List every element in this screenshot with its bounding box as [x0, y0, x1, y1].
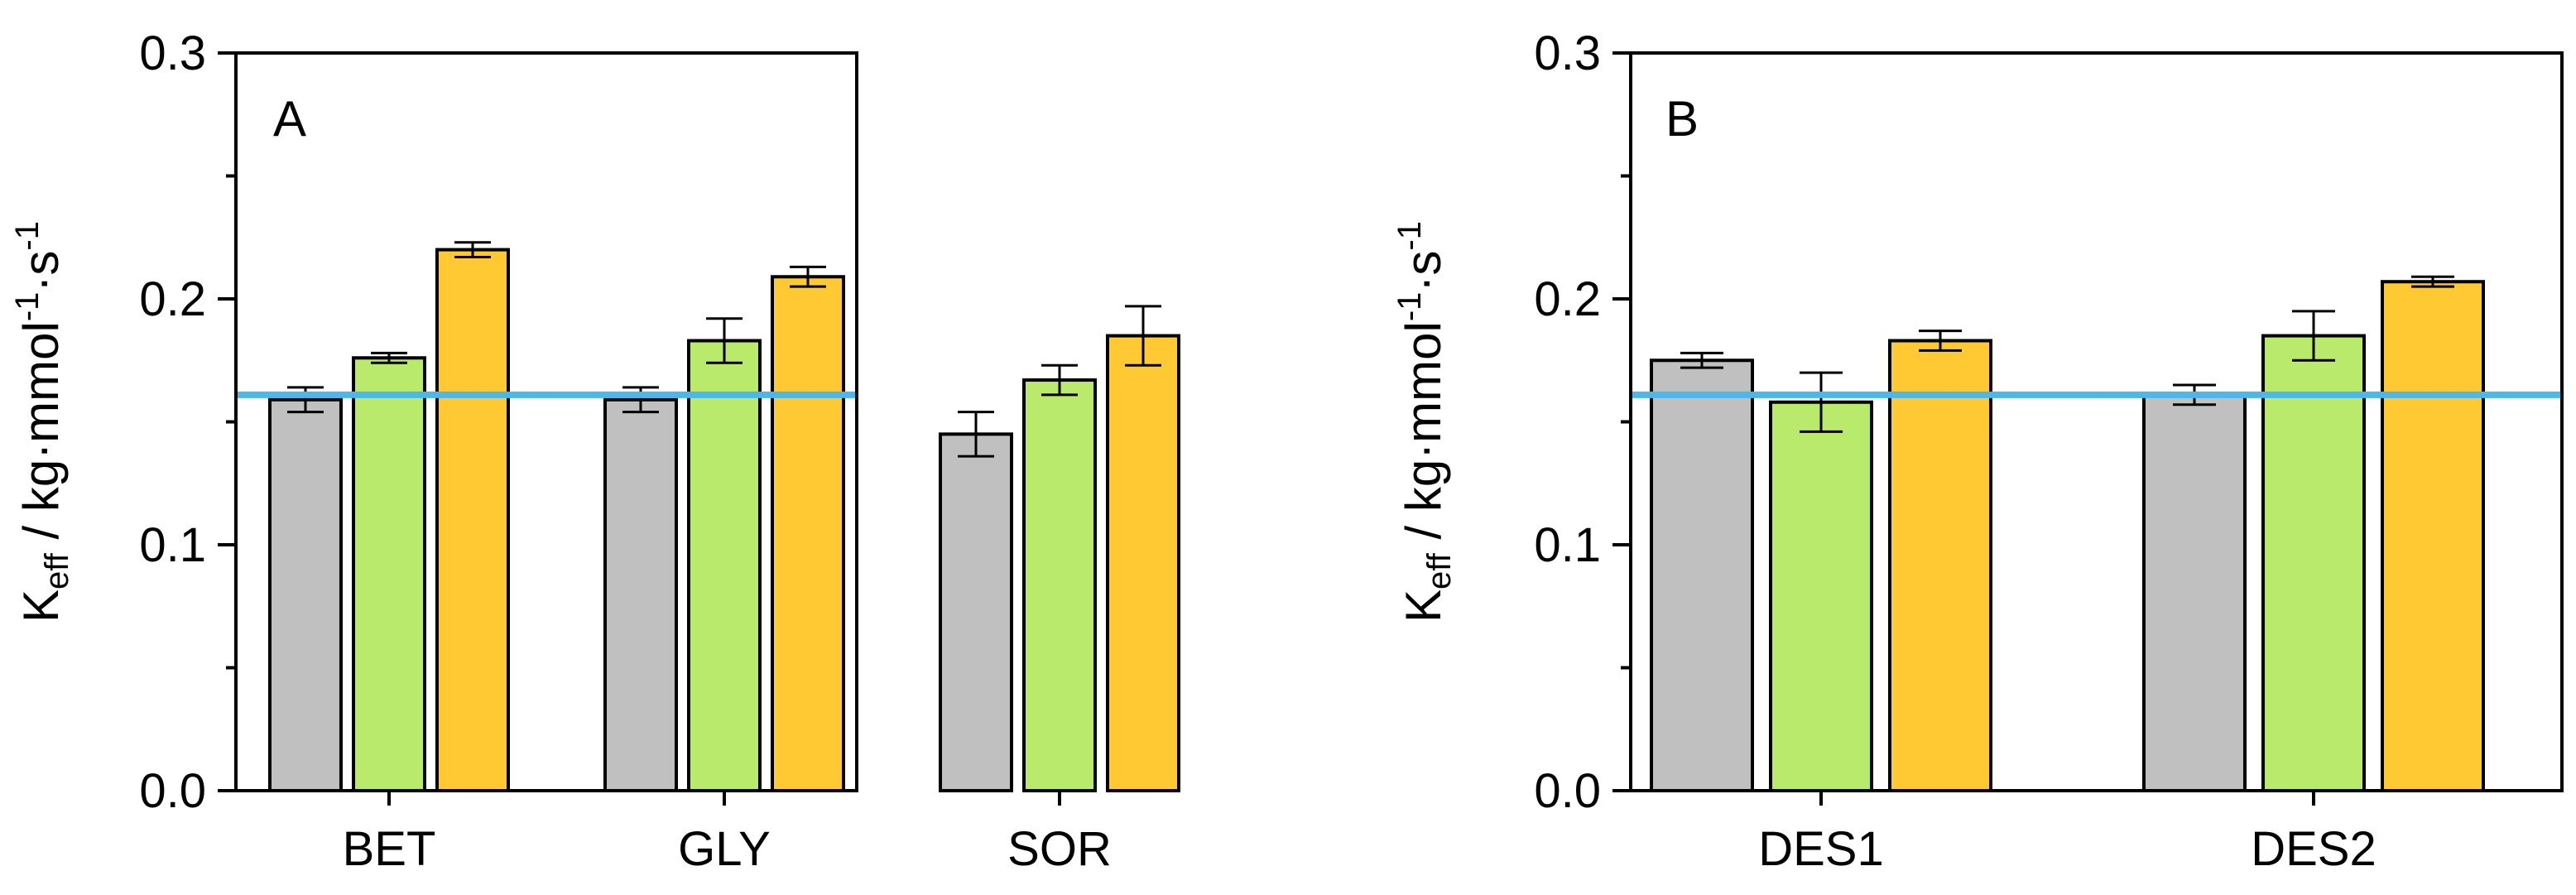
y-tick-label: 0.2: [139, 272, 206, 326]
bar-des2-green: [2261, 334, 2366, 792]
y-axis-label: Keff / kg·mmol-1·s-1: [1391, 221, 1458, 623]
y-tick-label: 0.2: [1534, 272, 1601, 326]
ylabel-main: K: [13, 589, 69, 623]
ylabel-unit-mid: ·s: [1396, 251, 1451, 292]
ylabel-superscript-1: -1: [1391, 292, 1428, 322]
bar-bet-gray: [268, 397, 343, 792]
bar-des1-green: [1769, 400, 1873, 792]
x-category-label: GLY: [678, 822, 771, 876]
y-tick-label: 0.3: [139, 26, 206, 80]
y-tick-label: 0.1: [1534, 518, 1601, 572]
bar-sor-orange: [1106, 334, 1180, 792]
ylabel-subscript: eff: [39, 552, 75, 589]
x-category-label: SOR: [1007, 822, 1112, 876]
bar-bet-green: [352, 356, 426, 792]
ylabel-unit-pre: / kg·mmol: [1396, 321, 1451, 553]
y-axis-label: Keff / kg·mmol-1·s-1: [9, 221, 75, 623]
x-category-label: DES1: [1758, 822, 1884, 876]
bar-bet-orange: [435, 248, 510, 793]
x-category-label: DES2: [2251, 822, 2377, 876]
panel-label: B: [1665, 91, 1699, 147]
ylabel-superscript-1: -1: [9, 292, 46, 322]
bar-des1-orange: [1888, 339, 1992, 792]
bar-des1-gray: [1650, 358, 1754, 792]
y-tick-label: 0.0: [139, 764, 206, 818]
y-tick-label: 0.3: [1534, 26, 1601, 80]
bar-sor-green: [1022, 378, 1097, 792]
ylabel-unit-mid: ·s: [13, 251, 69, 292]
bar-gly-green: [687, 339, 762, 792]
panel-label: A: [273, 91, 306, 147]
y-tick-label: 0.1: [139, 518, 206, 572]
bar-sor-gray: [939, 432, 1013, 792]
bar-gly-gray: [603, 397, 678, 792]
bar-des2-orange: [2381, 280, 2485, 792]
ylabel-superscript-2: -1: [9, 221, 46, 251]
bar-gly-orange: [771, 275, 845, 792]
bar-des2-gray: [2142, 392, 2247, 792]
y-tick-label: 0.0: [1534, 764, 1601, 818]
ylabel-superscript-2: -1: [1391, 221, 1428, 251]
ylabel-main: K: [1396, 589, 1451, 623]
x-category-label: BET: [343, 822, 436, 876]
ylabel-subscript: eff: [1421, 552, 1458, 589]
ylabel-unit-pre: / kg·mmol: [13, 321, 69, 553]
